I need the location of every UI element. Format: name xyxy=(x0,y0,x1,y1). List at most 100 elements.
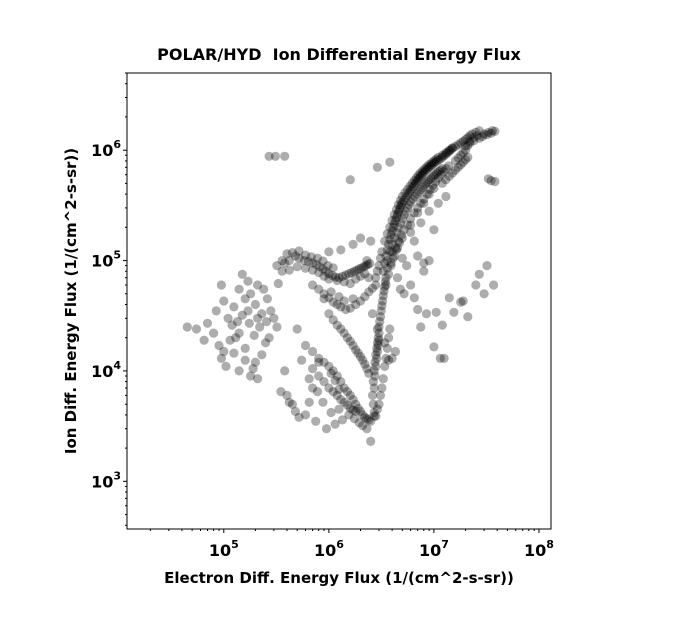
data-point xyxy=(435,154,445,164)
data-point xyxy=(394,238,405,248)
data-point xyxy=(243,276,253,286)
data-point xyxy=(360,269,370,279)
plot-frame xyxy=(126,72,552,530)
x-tick-label: 107 xyxy=(419,538,449,560)
data-point xyxy=(441,164,451,174)
data-point xyxy=(427,158,437,168)
data-point xyxy=(229,348,239,358)
data-point xyxy=(426,173,436,183)
data-point xyxy=(413,208,423,218)
data-point xyxy=(419,194,429,204)
data-point xyxy=(389,251,399,261)
data-point xyxy=(384,239,394,249)
data-point xyxy=(367,283,378,293)
data-point xyxy=(416,170,426,181)
data-point xyxy=(314,353,324,363)
data-point xyxy=(300,263,311,273)
data-point xyxy=(424,163,434,173)
data-point xyxy=(425,162,435,172)
data-point xyxy=(399,289,409,299)
data-point xyxy=(314,267,324,278)
data-point xyxy=(374,399,384,409)
data-point xyxy=(332,320,342,330)
data-point xyxy=(413,251,423,261)
data-point xyxy=(349,414,359,424)
data-point xyxy=(421,178,431,188)
data-point xyxy=(387,226,397,236)
data-point xyxy=(359,262,369,272)
data-point xyxy=(479,129,489,139)
data-point xyxy=(444,145,454,155)
data-point xyxy=(191,324,202,334)
data-point xyxy=(441,175,451,185)
data-point xyxy=(431,154,441,164)
data-point xyxy=(490,176,500,187)
data-point xyxy=(393,236,404,246)
data-point xyxy=(375,253,386,263)
data-point xyxy=(294,412,304,422)
data-point xyxy=(334,292,344,302)
data-point xyxy=(447,143,457,153)
data-point xyxy=(482,261,492,271)
data-point xyxy=(328,263,338,273)
data-point xyxy=(240,294,250,304)
data-point xyxy=(330,375,340,386)
data-point xyxy=(294,253,304,263)
data-point xyxy=(216,353,226,363)
data-point xyxy=(257,350,267,360)
data-point xyxy=(300,340,311,351)
data-point xyxy=(399,225,409,235)
data-point xyxy=(377,383,387,393)
data-point xyxy=(249,330,259,340)
data-point xyxy=(381,353,391,363)
data-point xyxy=(477,131,488,142)
data-point xyxy=(318,264,328,274)
data-point xyxy=(372,266,382,276)
data-point xyxy=(374,335,384,345)
data-point xyxy=(402,203,413,213)
data-point xyxy=(318,397,328,407)
data-point xyxy=(414,174,424,184)
data-point xyxy=(324,361,334,371)
data-point xyxy=(244,318,254,328)
data-point xyxy=(433,173,443,183)
data-point xyxy=(385,324,395,334)
data-point xyxy=(388,222,398,232)
data-point xyxy=(390,216,400,226)
data-point xyxy=(416,184,426,195)
data-point xyxy=(311,259,321,270)
data-point xyxy=(366,416,376,426)
data-point xyxy=(349,266,359,276)
data-point xyxy=(370,357,380,367)
data-point xyxy=(429,158,439,168)
data-point xyxy=(461,141,471,151)
data-point xyxy=(463,133,473,143)
data-point xyxy=(366,436,376,446)
data-point xyxy=(372,353,382,363)
data-point xyxy=(409,236,419,246)
data-point xyxy=(280,366,290,376)
data-point xyxy=(384,355,394,365)
data-point xyxy=(250,357,260,367)
data-point xyxy=(419,180,429,190)
data-point xyxy=(327,271,337,281)
axis-ticks xyxy=(123,72,540,533)
data-point xyxy=(465,136,475,146)
data-point xyxy=(374,328,384,338)
data-point xyxy=(347,267,357,278)
data-point xyxy=(294,246,304,256)
data-point xyxy=(240,343,250,353)
data-point xyxy=(381,251,391,261)
data-point xyxy=(371,280,381,290)
data-point xyxy=(231,333,241,343)
data-point xyxy=(384,269,394,279)
data-point xyxy=(321,424,332,434)
data-point xyxy=(469,133,479,143)
data-point xyxy=(314,371,324,381)
data-point xyxy=(348,395,358,405)
data-point xyxy=(433,167,443,177)
data-point xyxy=(300,410,311,420)
data-point xyxy=(341,304,351,315)
data-point xyxy=(389,233,399,243)
data-point xyxy=(253,280,263,290)
